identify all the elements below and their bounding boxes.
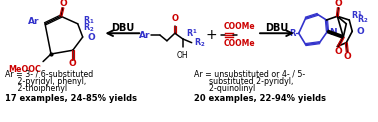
Text: MeOOC: MeOOC — [8, 65, 41, 74]
Text: O: O — [335, 0, 342, 8]
Text: COOMe: COOMe — [223, 22, 255, 31]
Text: 2-thoiphenyl: 2-thoiphenyl — [5, 84, 68, 93]
Text: 1: 1 — [90, 19, 93, 24]
Text: DBU: DBU — [111, 23, 134, 33]
Text: Ar = unsubstituted or 4- / 5-: Ar = unsubstituted or 4- / 5- — [194, 69, 305, 78]
Text: O: O — [88, 33, 95, 41]
Text: R: R — [84, 23, 90, 32]
Text: 2: 2 — [201, 42, 204, 47]
Text: 20 examples, 22-94% yields: 20 examples, 22-94% yields — [194, 94, 326, 103]
Text: R: R — [84, 15, 90, 25]
Text: O: O — [60, 0, 68, 8]
Text: Ar: Ar — [139, 31, 150, 40]
Text: R: R — [351, 11, 357, 20]
Text: COOMe: COOMe — [223, 39, 255, 48]
Text: R: R — [289, 29, 296, 38]
Text: O: O — [335, 47, 342, 56]
Text: O: O — [69, 59, 77, 68]
Text: R: R — [195, 38, 201, 47]
Text: 17 examples, 24-85% yields: 17 examples, 24-85% yields — [5, 94, 138, 103]
Text: 2-pyridyl, phenyl,: 2-pyridyl, phenyl, — [5, 77, 87, 86]
Text: 2-quinolinyl: 2-quinolinyl — [194, 84, 255, 93]
Text: OH: OH — [177, 51, 189, 60]
Text: O: O — [356, 27, 364, 36]
Text: +: + — [206, 28, 217, 42]
Text: Ar = 3- / 6-substituted: Ar = 3- / 6-substituted — [5, 69, 94, 78]
Text: 1: 1 — [193, 29, 197, 34]
Text: 2: 2 — [363, 18, 367, 23]
Text: N: N — [330, 28, 337, 37]
Text: substituted 2-pyridyl,: substituted 2-pyridyl, — [194, 77, 293, 86]
Text: 1: 1 — [357, 11, 361, 16]
Text: O: O — [343, 52, 351, 61]
Text: R: R — [187, 29, 193, 38]
Text: Ar: Ar — [28, 17, 39, 26]
Text: O: O — [171, 14, 178, 23]
Text: R: R — [357, 15, 363, 24]
Text: 2: 2 — [90, 27, 93, 32]
Text: DBU: DBU — [265, 23, 288, 33]
